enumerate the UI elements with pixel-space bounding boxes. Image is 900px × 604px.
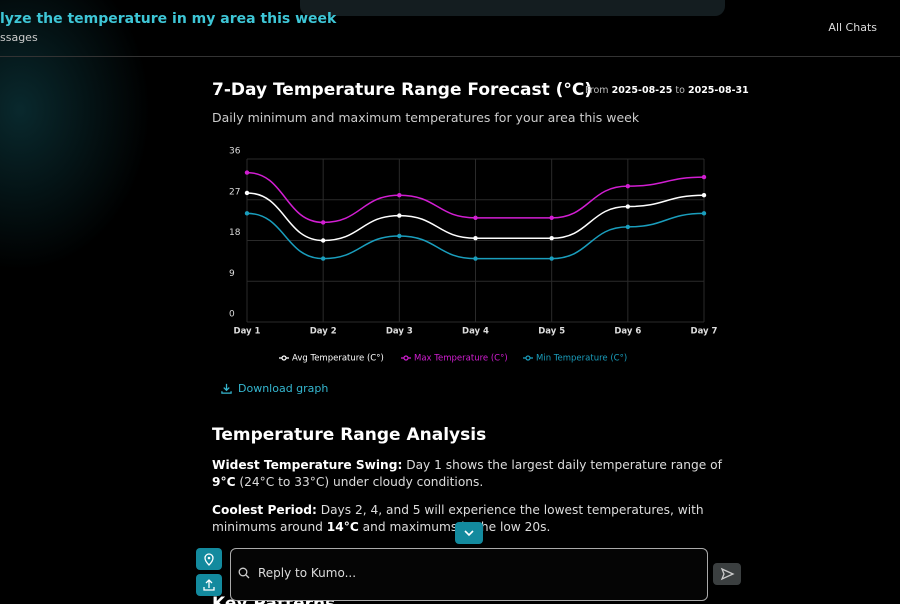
input-placeholder: Reply to Kumo... — [258, 566, 357, 580]
legend-marker — [281, 355, 287, 361]
data-point — [625, 204, 631, 209]
y-tick-label: 0 — [229, 310, 235, 320]
data-point — [397, 213, 402, 218]
data-point — [473, 256, 478, 261]
analysis-text: Widest Temperature Swing: Day 1 shows th… — [212, 457, 724, 547]
legend-label: Min Temperature (C°) — [536, 354, 627, 364]
paragraph: Coolest Period: Days 2, 4, and 5 will ex… — [212, 502, 724, 536]
data-point — [320, 256, 326, 261]
data-point — [244, 170, 250, 175]
date-range: From 2025-08-25 to 2025-08-31 — [585, 85, 749, 96]
x-tick-label: Day 5 — [538, 327, 565, 337]
pin-icon — [204, 553, 214, 566]
data-point — [397, 233, 402, 239]
data-point — [397, 193, 402, 198]
send-icon — [720, 567, 735, 581]
bold-text: 9°C — [212, 475, 236, 489]
data-point — [701, 174, 707, 180]
paragraph: Widest Temperature Swing: Day 1 shows th… — [212, 457, 724, 491]
data-point — [244, 190, 250, 196]
bold-text: 14°C — [326, 520, 359, 534]
y-tick-label: 36 — [229, 147, 241, 157]
from-date: 2025-08-25 — [611, 85, 673, 96]
text: Days 2, 4, and 5 will experience the low… — [212, 503, 704, 534]
chat-title: lyze the temperature in my area this wee… — [0, 11, 337, 27]
data-point — [549, 215, 554, 221]
from-label: From — [585, 85, 609, 96]
chevron-icon — [464, 530, 474, 537]
y-tick-label: 27 — [229, 187, 240, 197]
to-label: to — [675, 85, 685, 96]
location-button[interactable] — [196, 548, 222, 570]
to-date: 2025-08-31 — [687, 85, 749, 96]
upload-icon — [203, 579, 215, 591]
legend-marker — [403, 355, 409, 361]
legend: Avg Temperature (C°) Max Temperature (C°)… — [279, 354, 627, 364]
data-point — [244, 211, 250, 216]
top-bar — [300, 0, 725, 16]
text: Day 1 shows the largest daily temperatur… — [402, 458, 722, 472]
text: (24°C to 33°C) under cloudy conditions. — [235, 475, 484, 489]
x-tick-label: Day 3 — [386, 327, 413, 337]
legend-marker — [525, 355, 531, 361]
data-point — [320, 238, 326, 243]
bold-text: Widest Temperature Swing: — [212, 458, 403, 472]
x-tick-label: Day 6 — [614, 327, 641, 337]
y-tick-label: 18 — [229, 228, 241, 238]
send-button[interactable] — [713, 563, 741, 585]
bold-text: Coolest Period: — [212, 503, 317, 517]
x-tick-label: Day 7 — [691, 327, 718, 337]
data-point — [549, 236, 554, 241]
section-heading: Temperature Range Analysis — [212, 425, 487, 445]
x-tick-label: Day 4 — [462, 327, 489, 337]
x-tick-label: Day 1 — [234, 327, 261, 337]
header-divider — [0, 56, 900, 57]
download-button[interactable]: Download graph — [221, 382, 328, 395]
data-point — [473, 236, 478, 241]
data-point — [701, 193, 707, 198]
chart-subtitle: Daily minimum and maximum temperatures f… — [212, 110, 640, 125]
upload-button[interactable] — [196, 574, 222, 596]
reply-input[interactable] — [230, 548, 708, 601]
all-chats-link[interactable]: All Chats — [828, 21, 877, 34]
y-tick-label: 9 — [229, 269, 235, 279]
data-point — [320, 220, 326, 225]
download-icon — [221, 383, 232, 394]
search-icon — [238, 567, 250, 579]
data-point — [701, 211, 707, 216]
scroll-down-button[interactable] — [455, 522, 483, 544]
legend-label: Max Temperature (C°) — [414, 354, 508, 364]
data-point — [549, 256, 554, 261]
chat-subtitle: ssages — [0, 31, 38, 44]
x-tick-label: Day 2 — [310, 327, 337, 337]
data-point — [473, 215, 478, 221]
data-point — [625, 183, 631, 189]
chart: 0 9 18 27 36 Day 1 Day 2 Day 3 Day 4 Day 5 Day 6 Da… — [229, 147, 718, 364]
data-point — [625, 224, 631, 230]
chart-title: 7-Day Temperature Range Forecast (°C) — [212, 80, 593, 100]
legend-label: Avg Temperature (C°) — [292, 354, 384, 364]
download-label: Download graph — [238, 382, 329, 395]
